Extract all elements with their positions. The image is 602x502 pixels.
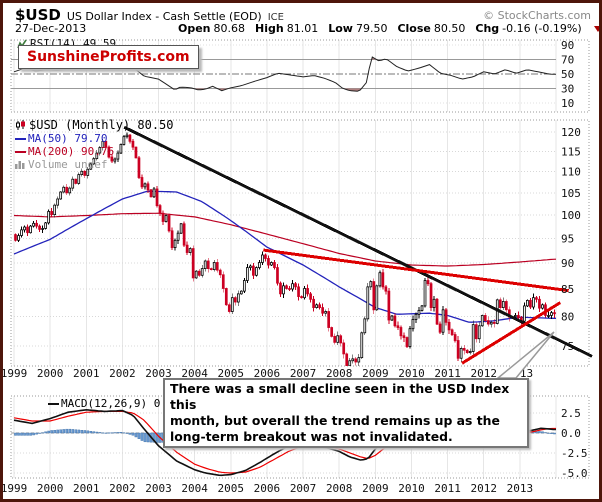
annotation-box: There was a small decline seen in the US… [163,378,529,448]
year-axis-label: 2004 [181,482,208,495]
year-axis-label: 2000 [37,482,64,495]
axis-tick-label: 105 [561,187,581,200]
ma50-line-icon [15,138,26,140]
close-value: Close 80.50 [397,22,466,35]
year-axis-label: 2001 [73,367,100,380]
ma50-legend: MA(50) 79.70 [15,132,174,145]
change-value: Chg -0.16 (-0.19%) [475,22,582,35]
year-axis-label: 2002 [109,367,136,380]
main-legend-symbol: $USD (Monthly) 80.50 [15,119,174,132]
year-axis-label: 2005 [218,482,245,495]
ma200-legend: MA(200) 90.76 [15,145,174,158]
low-value: Low 79.50 [328,22,388,35]
year-axis-label: 2003 [145,482,172,495]
axis-tick-label: 2.5 [561,407,581,420]
year-axis-label: 2003 [145,367,172,380]
year-axis-label: 1999 [3,482,27,495]
axis-tick-label: 90 [561,39,574,52]
axis-tick-label: -2.5 [561,447,588,460]
year-axis-label: 2010 [398,367,425,380]
axis-tick-label: 95 [561,232,574,245]
year-axis-label: 2011 [434,367,461,380]
axis-tick-label: 120 [561,126,581,139]
year-axis-label: 2006 [254,367,281,380]
annotation-line-2: month, but overall the trend remains up … [170,413,500,428]
volume-legend: Volume undef [15,158,174,171]
year-axis-label: 2009 [362,367,389,380]
main-legend: $USD (Monthly) 80.50 MA(50) 79.70 MA(200… [15,119,174,171]
axis-tick-label: 80 [561,311,574,324]
open-value: Open 80.68 [178,22,246,35]
year-axis-label: 2000 [37,367,64,380]
macd-line-icon [48,402,59,405]
axis-tick-label: 10 [561,97,574,110]
change-down-icon [593,25,599,32]
year-axis-label: 2004 [181,367,208,380]
stockcharts-copyright: © StockCharts.com [483,9,591,22]
year-axis-label: 2005 [218,367,245,380]
high-value: High 81.01 [255,22,319,35]
axis-tick-label: 70 [561,54,574,67]
year-axis-label: 2012 [470,367,497,380]
chart-header: $USD US Dollar Index - Cash Settle (EOD)… [15,6,284,24]
year-axis-label: 2012 [470,482,497,495]
exchange-label: ICE [267,12,284,23]
year-axis-label: 2010 [398,482,425,495]
axis-tick-label: 115 [561,145,581,158]
axis-tick-label: 75 [561,340,574,353]
axis-tick-label: 0.0 [561,427,581,440]
year-axis-label: 2001 [73,482,100,495]
year-axis-label: 2006 [254,482,281,495]
year-axis-label: 2008 [326,482,353,495]
axis-tick-label: 50 [561,68,574,81]
year-axis-label: 2013 [507,482,534,495]
axis-tick-label: -5.0 [561,467,588,480]
watermark-box: SunshineProfits.com [18,45,199,69]
annotation-line-1: There was a small decline seen in the US… [170,381,510,412]
annotation-line-3: long-term breakout was not invalidated. [170,429,453,444]
year-axis-label: 2002 [109,482,136,495]
axis-tick-label: 90 [561,257,574,270]
axis-tick-label: 100 [561,209,581,222]
year-axis-label: 2007 [290,482,317,495]
year-axis-label: 2011 [434,482,461,495]
quote-row: Open 80.68 High 81.01 Low 79.50 Close 80.50 … [178,22,599,35]
page-title: US Dollar Index - Cash Settle (EOD) [66,10,262,23]
year-axis-label: 2007 [290,367,317,380]
quote-date: 27-Dec-2013 [15,22,87,35]
ma200-line-icon [15,151,26,153]
candlestick-chart-icon [16,120,25,130]
year-axis-label: 2008 [326,367,353,380]
axis-tick-label: 30 [561,83,574,96]
axis-tick-label: 110 [561,166,581,179]
symbol: $USD [15,6,61,24]
volume-bars-icon [15,161,25,169]
year-axis-label: 2009 [362,482,389,495]
watermark-label: SunshineProfits.com [27,49,190,65]
macd-legend-label: MACD(12,26,9) 0.432 [61,397,187,410]
axis-tick-label: 85 [561,283,574,296]
year-axis-label: 1999 [3,367,27,380]
